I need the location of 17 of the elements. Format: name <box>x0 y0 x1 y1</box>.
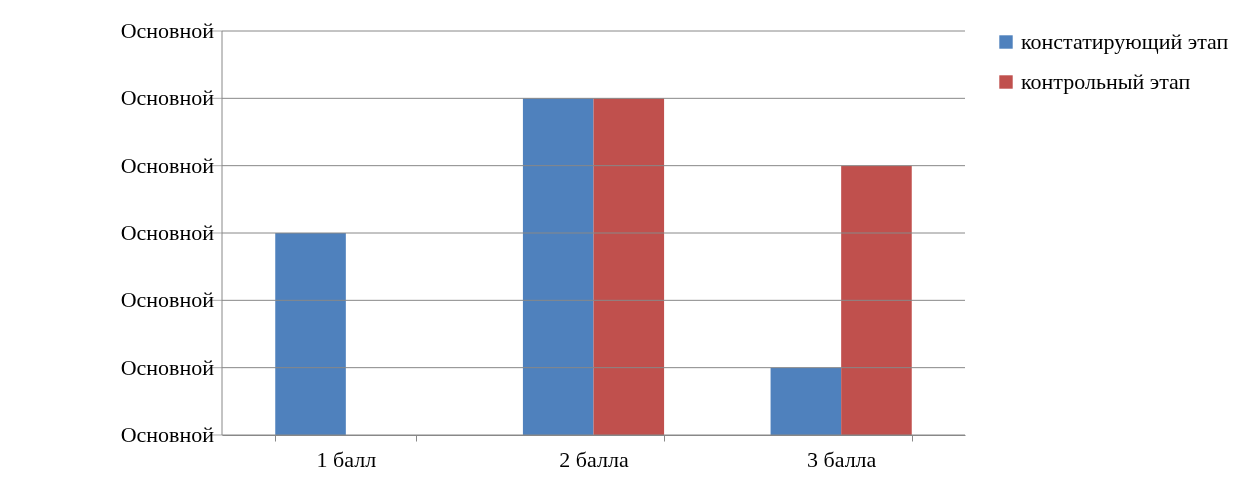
text: Основной <box>120 152 215 178</box>
bar <box>593 98 665 435</box>
text: Основной <box>120 85 215 111</box>
text: Основной <box>120 354 215 380</box>
legend-label: констатирующий этап <box>1021 29 1229 54</box>
bar <box>841 165 912 435</box>
bar <box>522 98 594 435</box>
text: Основной <box>120 422 215 447</box>
x-tick-label: 1 балл <box>316 446 377 472</box>
text: Основной <box>120 18 215 43</box>
legend-label: контрольный этап <box>1021 69 1191 94</box>
text: Основной <box>120 220 215 245</box>
x-tick-label: 2 балла <box>559 446 629 472</box>
bar <box>770 367 842 435</box>
text: Основной <box>120 287 215 313</box>
x-tick-label: 3 балла <box>806 446 877 472</box>
bar <box>275 233 346 435</box>
